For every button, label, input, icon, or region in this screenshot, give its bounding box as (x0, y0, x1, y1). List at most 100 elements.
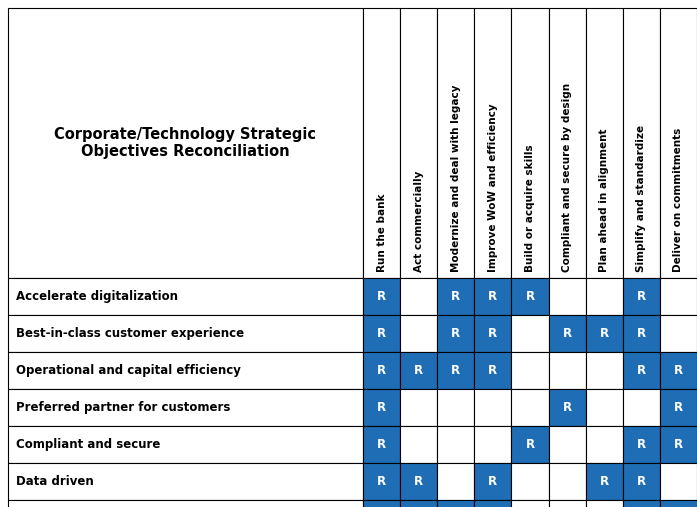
Bar (623, 315, 660, 352)
Text: R: R (489, 327, 498, 340)
Bar (437, 8, 475, 278)
Bar (8, 426, 363, 463)
Text: R: R (637, 364, 646, 377)
Bar (363, 278, 400, 315)
Text: Build or acquire skills: Build or acquire skills (525, 144, 535, 272)
Bar (660, 8, 697, 278)
Text: Deliver on commitments: Deliver on commitments (673, 128, 684, 272)
Bar (437, 278, 475, 315)
Bar (512, 315, 549, 352)
Text: R: R (637, 438, 646, 451)
Text: Compliant and secure: Compliant and secure (16, 438, 160, 451)
Bar (475, 8, 512, 278)
Text: R: R (377, 401, 386, 414)
Bar (512, 426, 549, 463)
Bar (363, 389, 400, 426)
Text: R: R (637, 290, 646, 303)
Text: Preferred partner for customers: Preferred partner for customers (16, 401, 231, 414)
Text: R: R (451, 364, 460, 377)
Bar (623, 389, 660, 426)
Bar (549, 389, 585, 426)
Text: Plan ahead in alignment: Plan ahead in alignment (599, 128, 609, 272)
Bar (585, 463, 623, 500)
Bar (549, 8, 585, 278)
Bar (660, 463, 697, 500)
Bar (8, 315, 363, 352)
Bar (8, 463, 363, 500)
Bar (363, 426, 400, 463)
Bar (585, 278, 623, 315)
Bar (437, 389, 475, 426)
Bar (660, 389, 697, 426)
Text: Improve WoW and efficiency: Improve WoW and efficiency (488, 103, 498, 272)
Text: Run the bank: Run the bank (376, 194, 387, 272)
Text: R: R (489, 290, 498, 303)
Text: Operational and capital efficiency: Operational and capital efficiency (16, 364, 241, 377)
Text: R: R (377, 290, 386, 303)
Bar (585, 426, 623, 463)
Text: R: R (599, 475, 608, 488)
Bar (437, 463, 475, 500)
Bar (8, 352, 363, 389)
Text: Accelerate digitalization: Accelerate digitalization (16, 290, 178, 303)
Bar (437, 426, 475, 463)
Text: R: R (377, 475, 386, 488)
Bar (512, 389, 549, 426)
Bar (363, 500, 400, 507)
Bar (400, 315, 437, 352)
Bar (400, 278, 437, 315)
Text: R: R (637, 327, 646, 340)
Bar (363, 352, 400, 389)
Bar (512, 278, 549, 315)
Text: R: R (674, 401, 683, 414)
Text: R: R (489, 475, 498, 488)
Text: R: R (562, 327, 572, 340)
Bar (8, 8, 363, 278)
Bar (475, 426, 512, 463)
Bar (437, 352, 475, 389)
Bar (363, 463, 400, 500)
Text: R: R (377, 364, 386, 377)
Text: R: R (526, 290, 535, 303)
Bar (549, 426, 585, 463)
Text: R: R (562, 401, 572, 414)
Bar (585, 500, 623, 507)
Bar (475, 463, 512, 500)
Bar (475, 278, 512, 315)
Bar (549, 500, 585, 507)
Bar (549, 315, 585, 352)
Bar (585, 315, 623, 352)
Text: Simplify and standardize: Simplify and standardize (636, 125, 646, 272)
Text: Corporate/Technology Strategic
Objectives Reconciliation: Corporate/Technology Strategic Objective… (54, 127, 316, 159)
Bar (475, 352, 512, 389)
Text: R: R (414, 475, 423, 488)
Bar (475, 315, 512, 352)
Bar (660, 278, 697, 315)
Bar (623, 352, 660, 389)
Bar (585, 352, 623, 389)
Bar (437, 500, 475, 507)
Bar (585, 389, 623, 426)
Text: Best-in-class customer experience: Best-in-class customer experience (16, 327, 244, 340)
Bar (660, 315, 697, 352)
Bar (363, 8, 400, 278)
Bar (400, 426, 437, 463)
Bar (660, 500, 697, 507)
Bar (512, 500, 549, 507)
Text: R: R (674, 364, 683, 377)
Bar (512, 352, 549, 389)
Bar (623, 278, 660, 315)
Text: R: R (377, 438, 386, 451)
Text: R: R (377, 327, 386, 340)
Bar (549, 278, 585, 315)
Text: Data driven: Data driven (16, 475, 94, 488)
Text: Compliant and secure by design: Compliant and secure by design (562, 83, 572, 272)
Bar (623, 500, 660, 507)
Text: R: R (526, 438, 535, 451)
Bar (400, 463, 437, 500)
Bar (8, 389, 363, 426)
Bar (660, 352, 697, 389)
Text: R: R (451, 327, 460, 340)
Bar (623, 426, 660, 463)
Bar (8, 500, 363, 507)
